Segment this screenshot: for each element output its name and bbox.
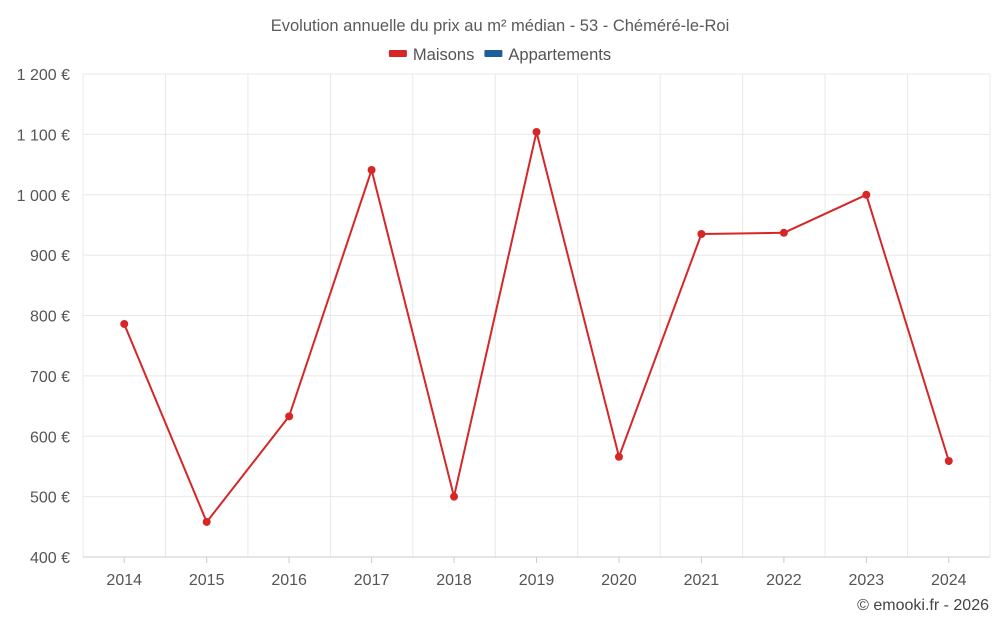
- legend-swatch: [388, 50, 407, 57]
- y-tick-label: 700 €: [30, 369, 70, 386]
- credit-text: © emooki.fr - 2026: [857, 597, 989, 614]
- x-tick-label: 2024: [931, 572, 967, 589]
- chart-title: Evolution annuelle du prix au m² médian …: [271, 17, 730, 35]
- x-tick-label: 2020: [601, 572, 637, 589]
- y-axis: 400 € 500 € 600 € 700 € 800 € 900 € 1 000 € 1 1…: [17, 67, 70, 567]
- y-tick-label: 500 €: [30, 490, 70, 507]
- legend-item-appartements: Appartements: [484, 46, 611, 64]
- x-axis: 2014 2015 2016 2017 2018 2019 2020 2021 2022 2023…: [83, 556, 990, 589]
- data-point: [862, 190, 871, 199]
- data-point: [614, 452, 623, 461]
- legend-label: Appartements: [508, 46, 611, 64]
- data-point: [697, 229, 706, 238]
- legend-item-maisons: Maisons: [388, 46, 474, 64]
- data-point: [450, 492, 459, 501]
- series-layer: [120, 127, 953, 526]
- y-tick-label: 1 200 €: [17, 67, 70, 84]
- x-tick-label: 2023: [849, 572, 885, 589]
- x-tick-label: 2015: [189, 572, 225, 589]
- x-tick-label: 2019: [519, 572, 555, 589]
- data-point: [285, 412, 294, 421]
- data-point: [367, 165, 376, 174]
- y-tick-label: 400 €: [30, 550, 70, 567]
- data-point: [120, 319, 129, 328]
- legend-swatch: [484, 50, 503, 57]
- grid: [82, 73, 991, 558]
- data-point: [202, 517, 211, 526]
- data-point: [532, 127, 541, 136]
- y-tick-label: 600 €: [30, 429, 70, 446]
- data-point: [779, 228, 788, 237]
- data-point: [944, 457, 953, 466]
- x-tick-label: 2018: [436, 572, 472, 589]
- y-tick-label: 800 €: [30, 309, 70, 326]
- x-tick-label: 2017: [354, 572, 390, 589]
- x-tick-label: 2021: [684, 572, 720, 589]
- y-tick-label: 1 100 €: [17, 127, 70, 144]
- legend: Maisons Appartements: [388, 46, 611, 64]
- legend-label: Maisons: [413, 46, 474, 64]
- x-tick-label: 2022: [766, 572, 802, 589]
- x-tick-label: 2014: [106, 572, 142, 589]
- y-tick-label: 900 €: [30, 248, 70, 265]
- x-tick-label: 2016: [271, 572, 307, 589]
- y-tick-label: 1 000 €: [17, 188, 70, 205]
